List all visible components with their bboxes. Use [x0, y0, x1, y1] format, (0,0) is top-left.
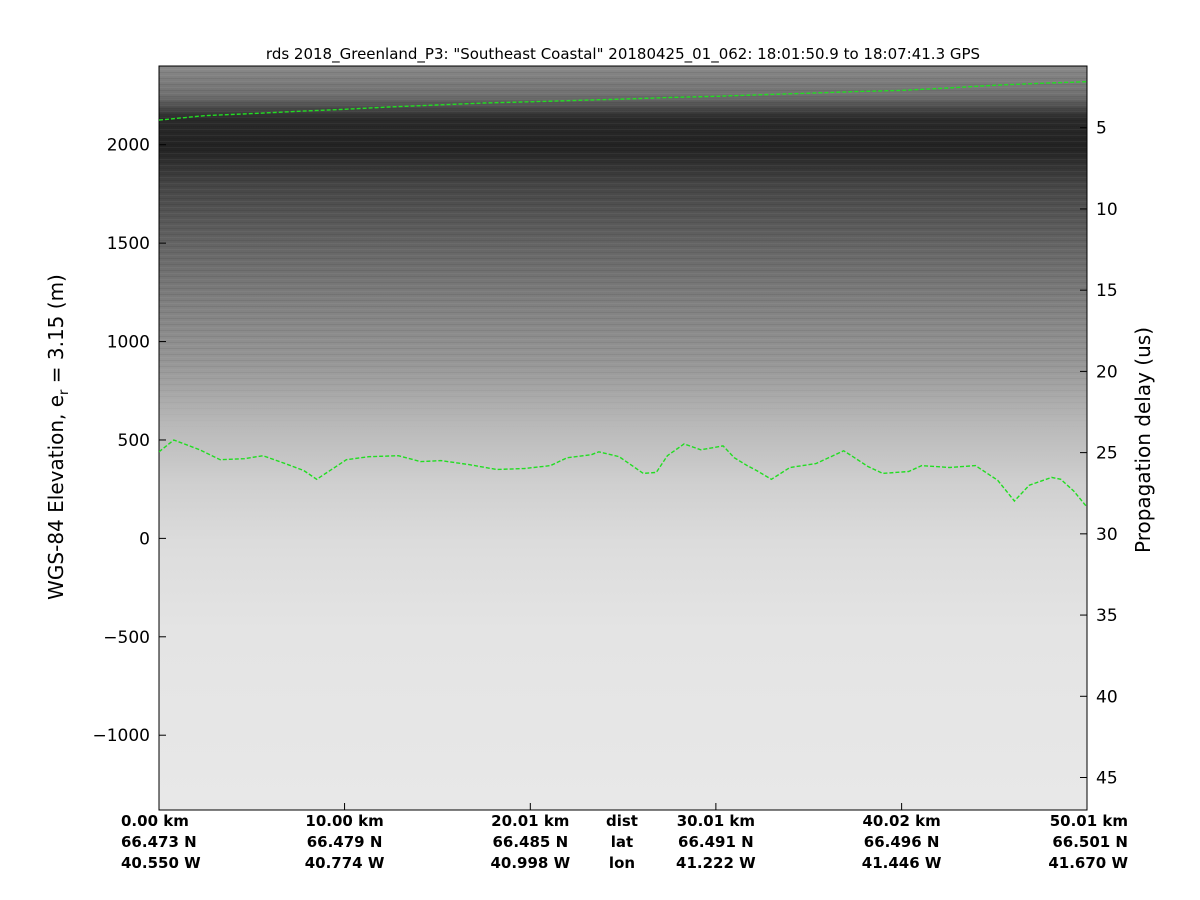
left-tick-label: −1000: [92, 726, 150, 746]
left-tick-label: 2000: [107, 136, 150, 156]
left-axis-label-subscript: r: [57, 389, 72, 395]
bottom-lat-label: 66.491 N: [678, 833, 754, 851]
left-tick-label: 1500: [107, 234, 150, 254]
left-axis: 2000 1500 1000 500 0 −500 −1000: [92, 136, 166, 746]
right-axis-label: Propagation delay (us): [1131, 327, 1155, 553]
left-tick-label: −500: [103, 628, 150, 648]
bottom-dist-label: 40.02 km: [862, 812, 940, 830]
right-axis: 5 10 15 20 25 30 35 40 45: [1080, 119, 1118, 789]
series-layer: [159, 81, 1087, 508]
bottom-pick-line: [159, 439, 1087, 508]
bottom-lon-label: 40.774 W: [305, 854, 385, 872]
right-tick-label: 20: [1096, 362, 1118, 382]
left-tick-label: 0: [139, 529, 150, 549]
bottom-lon-label: 41.670 W: [1048, 854, 1128, 872]
bottom-row-title-lon: lon: [609, 854, 635, 872]
bottom-lon-label: 41.222 W: [676, 854, 756, 872]
left-tick-label: 1000: [107, 333, 150, 353]
bottom-lon-label: 40.550 W: [121, 854, 201, 872]
left-axis-label-main: WGS-84 Elevation, e: [44, 395, 68, 600]
bottom-lon-label: 40.998 W: [490, 854, 570, 872]
right-tick-label: 10: [1096, 200, 1118, 220]
right-tick-label: 25: [1096, 444, 1118, 464]
bottom-lat-label: 66.479 N: [307, 833, 383, 851]
bottom-dist-label: 20.01 km: [491, 812, 569, 830]
internal-layers-texture: [159, 66, 1087, 810]
bottom-lat-label: 66.473 N: [121, 833, 197, 851]
left-axis-label: WGS-84 Elevation, er = 3.15 (m): [44, 274, 72, 600]
bottom-axis-ticks: [158, 803, 1088, 810]
right-tick-label: 45: [1096, 769, 1118, 789]
bottom-dist-label: 10.00 km: [305, 812, 383, 830]
right-tick-label: 5: [1096, 119, 1107, 139]
bottom-dist-label: 30.01 km: [677, 812, 755, 830]
right-tick-label: 35: [1096, 606, 1118, 626]
bottom-row-title-lat: lat: [611, 833, 633, 851]
bottom-lon-label: 41.446 W: [862, 854, 942, 872]
left-tick-label: 500: [118, 431, 150, 451]
bottom-dist-label: 0.00 km: [121, 812, 189, 830]
bottom-axis-table: 0.00 km 10.00 km 20.01 km 30.01 km 40.02 km 5…: [121, 812, 1128, 872]
bottom-lat-label: 66.501 N: [1052, 833, 1128, 851]
bottom-lat-label: 66.485 N: [492, 833, 568, 851]
bottom-lat-label: 66.496 N: [864, 833, 940, 851]
bottom-row-title-dist: dist: [606, 812, 638, 830]
plot-area: [158, 65, 1088, 811]
surface-pick-line: [159, 81, 1087, 121]
chart-title: rds 2018_Greenland_P3: "Southeast Coasta…: [266, 45, 980, 64]
plot-frame: [158, 65, 1088, 811]
right-tick-label: 15: [1096, 281, 1118, 301]
right-tick-label: 40: [1096, 687, 1118, 707]
left-axis-label-tail: = 3.15 (m): [44, 274, 68, 389]
right-tick-label: 30: [1096, 525, 1118, 545]
bottom-dist-label: 50.01 km: [1050, 812, 1128, 830]
